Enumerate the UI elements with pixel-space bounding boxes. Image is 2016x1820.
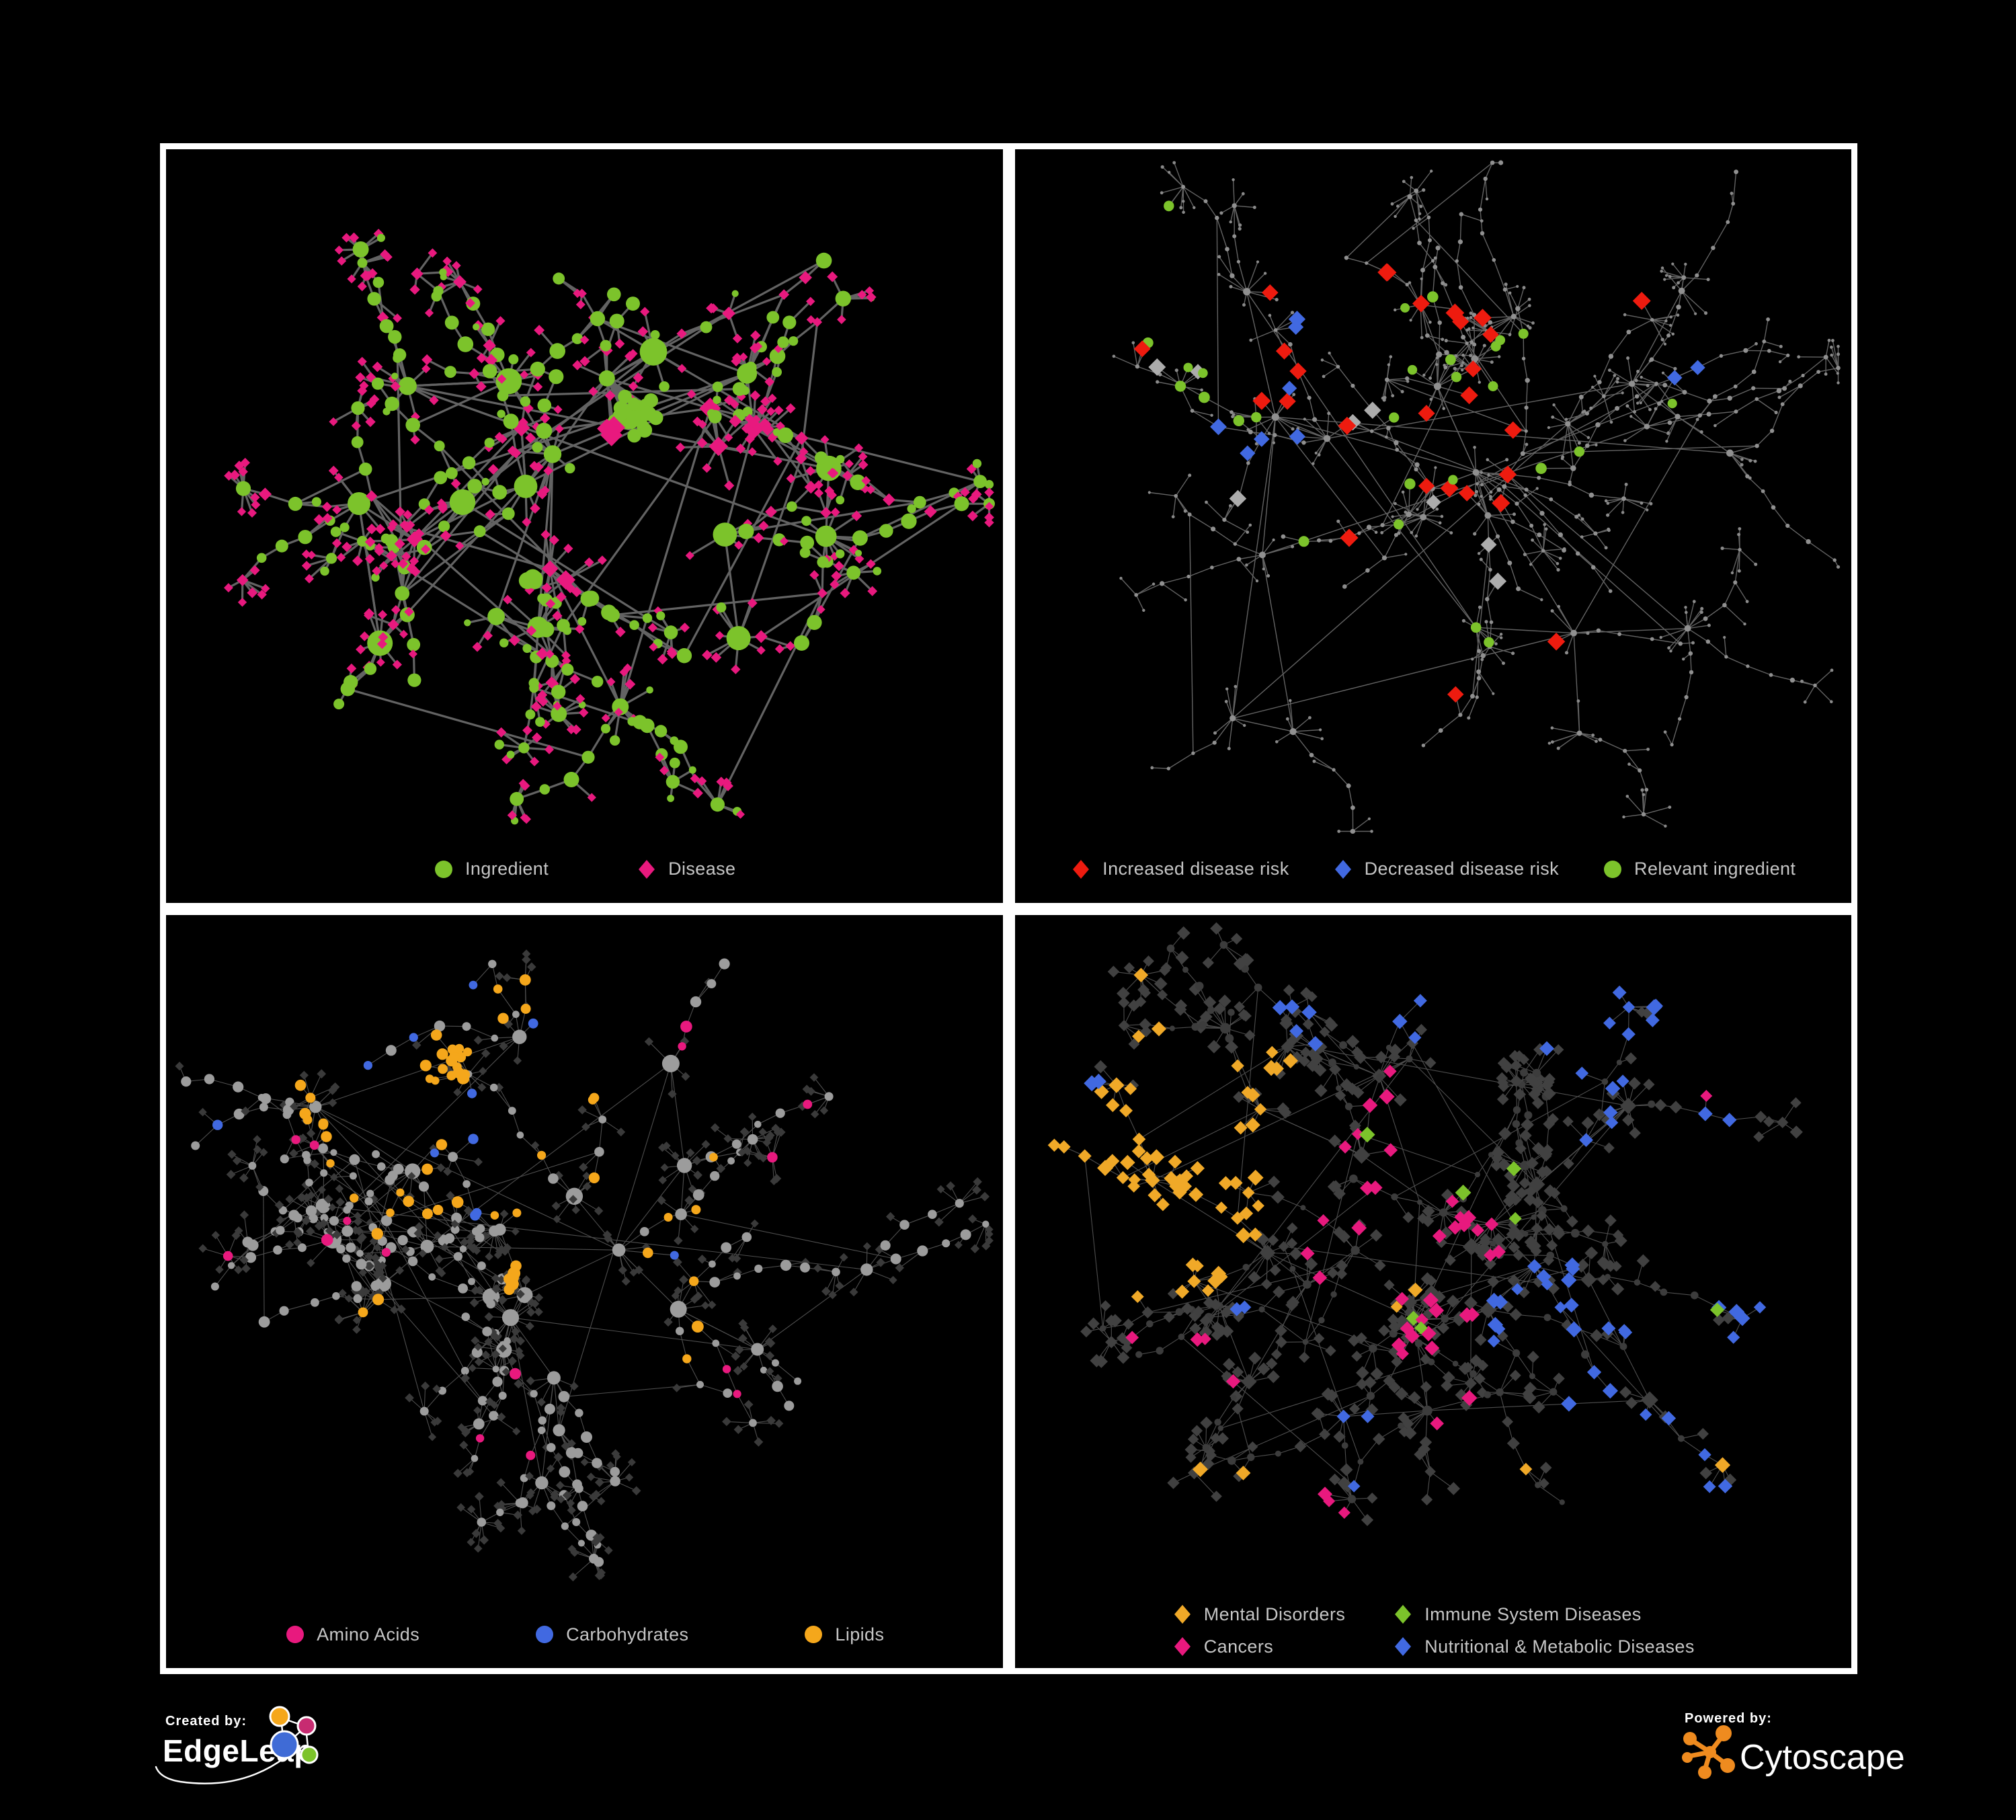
- legend-label: Cancers: [1203, 1636, 1274, 1657]
- edgeleap-logo: Created by: EdgeLeap: [153, 1700, 409, 1817]
- nutritional-metabolic-swatch-icon: [1395, 1637, 1412, 1656]
- network-graph: [175, 949, 994, 1581]
- legend-label: Amino Acids: [317, 1624, 420, 1645]
- carbohydrates-swatch-icon: [536, 1626, 554, 1643]
- powered-by-label: Powered by:: [1685, 1711, 1772, 1726]
- network-graph: [224, 229, 995, 825]
- legend-item: Carbohydrates: [534, 1624, 688, 1645]
- legend-label: Immune System Diseases: [1424, 1604, 1642, 1624]
- lipids-swatch-icon: [805, 1626, 823, 1643]
- panel-nutrient-classes: Amino Acids Carbohydrates Lipids: [160, 908, 1009, 1674]
- cancers-swatch-icon: [1174, 1637, 1191, 1656]
- cytoscape-brand-text: Cytoscape: [1740, 1738, 1905, 1777]
- created-by-label: Created by:: [165, 1714, 247, 1729]
- legend-ingredient-disease: Ingredient Disease: [166, 859, 1003, 880]
- legend-label: Relevant ingredient: [1634, 859, 1796, 879]
- legend-label: Increased disease risk: [1102, 859, 1289, 879]
- legend-item: Relevant ingredient: [1602, 859, 1796, 880]
- legend-item: Ingredient: [433, 859, 549, 880]
- network-disease-classes: [1022, 922, 1845, 1595]
- legend-item: Amino Acids: [284, 1624, 419, 1645]
- panel-disease-risk: Increased disease risk Decreased disease…: [1008, 143, 1857, 909]
- relevant-ingredient-swatch-icon: [1604, 860, 1622, 878]
- legend-item: Decreased disease risk: [1332, 859, 1559, 880]
- legend-item: Increased disease risk: [1070, 859, 1289, 880]
- network-graph: [1047, 922, 1803, 1526]
- legend-item: Nutritional & Metabolic Diseases: [1392, 1636, 1694, 1657]
- legend-item: Lipids: [803, 1624, 884, 1645]
- legend-label: Mental Disorders: [1203, 1604, 1346, 1624]
- legend-nutrient-classes: Amino Acids Carbohydrates Lipids: [166, 1624, 1003, 1645]
- legend-label: Ingredient: [465, 859, 549, 879]
- legend-label: Decreased disease risk: [1364, 859, 1560, 879]
- legend-item: Cancers: [1172, 1636, 1345, 1657]
- legend-item: Mental Disorders: [1172, 1604, 1345, 1625]
- cytoscape-mark-icon: Powered by: Cytoscape: [1682, 1711, 1905, 1779]
- legend-label: Nutritional & Metabolic Diseases: [1424, 1636, 1695, 1657]
- ingredient-swatch-icon: [435, 860, 453, 878]
- immune-system-diseases-swatch-icon: [1395, 1605, 1412, 1624]
- legend-label: Carbohydrates: [566, 1624, 689, 1645]
- legend-item: Immune System Diseases: [1392, 1604, 1694, 1625]
- disease-swatch-icon: [639, 859, 655, 879]
- increased-risk-swatch-icon: [1073, 859, 1090, 879]
- legend-disease-classes: Mental Disorders Cancers Immune System D…: [1015, 1604, 1852, 1657]
- network-disease-risk: [1022, 156, 1845, 838]
- legend-label: Lipids: [835, 1624, 885, 1645]
- network-nutrient-classes: [173, 922, 996, 1604]
- legend-label: Disease: [668, 859, 736, 879]
- network-graph: [1112, 160, 1841, 834]
- network-ingredient-disease: [173, 156, 996, 838]
- amino-acids-swatch-icon: [286, 1626, 305, 1643]
- decreased-risk-swatch-icon: [1334, 859, 1351, 879]
- legend-item: Disease: [636, 859, 735, 880]
- panel-grid: Ingredient Disease Increased disease ris…: [160, 143, 1857, 1674]
- cytoscape-logo: Powered by: Cytoscape: [1675, 1700, 1971, 1807]
- legend-disease-risk: Increased disease risk Decreased disease…: [1015, 859, 1852, 880]
- panel-ingredient-disease: Ingredient Disease: [160, 143, 1009, 909]
- mental-disorders-swatch-icon: [1174, 1605, 1191, 1624]
- panel-disease-classes: Mental Disorders Cancers Immune System D…: [1008, 908, 1857, 1674]
- edgeleap-mark-icon: Created by: EdgeLeap: [155, 1706, 319, 1784]
